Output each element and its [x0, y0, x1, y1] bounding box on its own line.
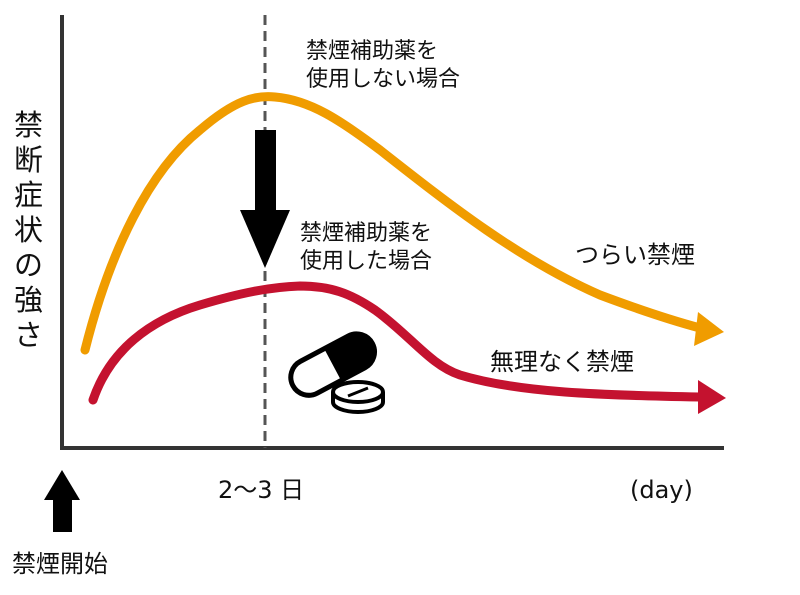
y-label-char: の [14, 248, 43, 282]
without-aid-arrowhead [694, 312, 724, 346]
down-arrow-icon [240, 130, 290, 268]
y-label-char: 強 [14, 283, 43, 317]
without-aid-curve [80, 92, 705, 355]
with-aid-label-line1: 禁煙補助薬を [300, 221, 432, 246]
tablet-pill-icon [331, 380, 385, 414]
with-aid-label-line2: 使用した場合 [300, 249, 432, 274]
y-label-char: 断 [14, 143, 43, 177]
easy-quit-label: 無理なく禁煙 [490, 348, 634, 376]
y-label-char: 禁 [14, 108, 43, 142]
x-unit-label: (day) [630, 476, 693, 504]
hard-quit-label: つらい禁煙 [575, 241, 695, 269]
capsule-pill-icon [288, 331, 377, 398]
without-aid-label-line1: 禁煙補助薬を [306, 39, 438, 64]
y-label-char: さ [14, 318, 43, 352]
y-label-char: 状 [14, 213, 43, 247]
x-tick-label: 2〜3 日 [218, 476, 304, 504]
without-aid-label-line2: 使用しない場合 [306, 67, 460, 92]
with-aid-arrowhead [698, 380, 726, 414]
quit-start-label: 禁煙開始 [12, 550, 108, 578]
up-arrow-icon [44, 470, 80, 532]
y-axis-label: 禁 断 症 状 の 強 さ [14, 108, 43, 352]
y-label-char: 症 [14, 178, 43, 212]
with-aid-curve [88, 281, 705, 405]
